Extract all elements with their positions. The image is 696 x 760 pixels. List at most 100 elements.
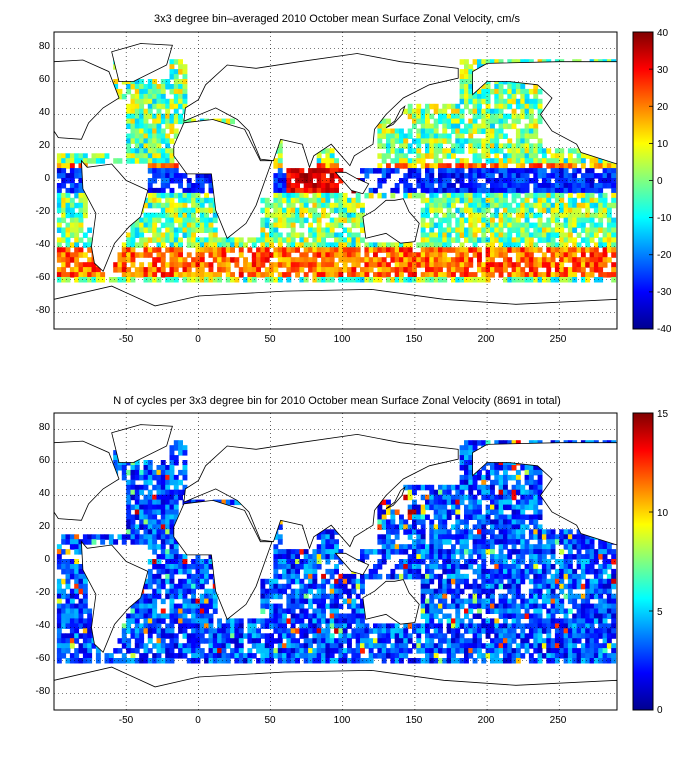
heatmap-cell (134, 242, 140, 248)
heatmap-cell (485, 440, 491, 446)
heatmap-cell (580, 197, 586, 204)
heatmap-cell (537, 187, 543, 194)
heatmap-cell (546, 237, 552, 243)
heatmap-cell (403, 559, 409, 565)
heatmap-cell (195, 568, 201, 575)
heatmap-cell (572, 534, 578, 540)
heatmap-cell (169, 59, 175, 65)
heatmap-cell (602, 608, 608, 614)
heatmap-cell (537, 222, 543, 229)
heatmap-cell (381, 168, 387, 174)
heatmap-cell (498, 123, 504, 130)
heatmap-cell (273, 588, 279, 595)
heatmap-cell (160, 618, 166, 624)
heatmap-cell (494, 113, 500, 120)
heatmap-cell (481, 598, 487, 605)
heatmap-cell (464, 257, 469, 263)
heatmap-cell (511, 148, 517, 154)
heatmap-cell (433, 158, 439, 164)
heatmap-cell (191, 242, 196, 248)
heatmap-cell (520, 202, 526, 209)
heatmap-cell (173, 618, 179, 624)
heatmap-cell (134, 217, 140, 224)
heatmap-cell (511, 544, 517, 550)
heatmap-cell (199, 593, 205, 600)
heatmap-cell (554, 603, 560, 610)
heatmap-cell (260, 588, 266, 595)
heatmap-cell (195, 608, 201, 614)
heatmap-cell (169, 544, 175, 550)
heatmap-cell (351, 573, 357, 580)
heatmap-cell (503, 519, 508, 525)
heatmap-cell (459, 242, 465, 248)
heatmap-cell (425, 183, 430, 189)
heatmap-cell (173, 559, 179, 565)
heatmap-cell (464, 103, 469, 110)
heatmap-cell (264, 257, 270, 263)
heatmap-cell (438, 578, 443, 585)
heatmap-cell (598, 267, 604, 273)
heatmap-cell (511, 588, 517, 595)
heatmap-cell (290, 573, 296, 580)
heatmap-cell (299, 549, 305, 555)
heatmap-cell (178, 103, 183, 110)
heatmap-cell (464, 64, 469, 70)
heatmap-cell (468, 514, 474, 520)
heatmap-cell (147, 524, 153, 530)
heatmap-cell (178, 262, 183, 268)
heatmap-cell (554, 212, 560, 219)
heatmap-cell (152, 618, 158, 624)
heatmap-cell (165, 108, 171, 115)
heatmap-cell (169, 103, 175, 110)
heatmap-cell (273, 232, 279, 238)
heatmap-cell (507, 187, 513, 194)
heatmap-cell (485, 192, 491, 199)
heatmap-cell (429, 232, 435, 238)
heatmap-cell (139, 514, 145, 520)
heatmap-cell (567, 267, 573, 273)
heatmap-cell (82, 539, 88, 545)
heatmap-cell (126, 529, 132, 535)
heatmap-cell (580, 583, 586, 590)
heatmap-cell (134, 133, 140, 139)
heatmap-cell (611, 277, 617, 283)
heatmap-cell (273, 163, 279, 169)
heatmap-cell (199, 583, 205, 590)
heatmap-cell (156, 143, 162, 149)
heatmap-cell (606, 598, 612, 605)
heatmap-cell (381, 524, 387, 530)
heatmap-cell (520, 133, 526, 139)
heatmap-cell (455, 168, 461, 174)
heatmap-cell (490, 509, 495, 515)
heatmap-cell (455, 247, 461, 253)
heatmap-cell (69, 623, 75, 629)
heatmap-cell (585, 539, 591, 545)
heatmap-cell (329, 534, 335, 540)
heatmap-cell (420, 262, 426, 268)
heatmap-cell (420, 187, 426, 194)
heatmap-cell (598, 578, 604, 585)
heatmap-cell (520, 113, 526, 120)
heatmap-cell (95, 272, 101, 278)
heatmap-cell (152, 564, 158, 570)
heatmap-cell (178, 183, 183, 189)
heatmap-cell (334, 608, 339, 614)
heatmap-cell (451, 564, 456, 570)
heatmap-cell (182, 469, 188, 476)
heatmap-cell (567, 217, 573, 224)
heatmap-cell (524, 603, 530, 610)
heatmap-cell (139, 613, 145, 619)
heatmap-cell (416, 183, 422, 189)
heatmap-cell (282, 262, 287, 268)
heatmap-cell (204, 608, 209, 614)
heatmap-cell (373, 257, 378, 263)
heatmap-cell (260, 618, 266, 624)
heatmap-cell (338, 232, 344, 238)
heatmap-cell (338, 603, 344, 610)
heatmap-cell (546, 242, 552, 248)
heatmap-cell (399, 564, 404, 570)
heatmap-cell (468, 504, 474, 511)
heatmap-cell (399, 242, 404, 248)
heatmap-cell (576, 212, 582, 219)
x-tick-label: 200 (478, 334, 495, 345)
